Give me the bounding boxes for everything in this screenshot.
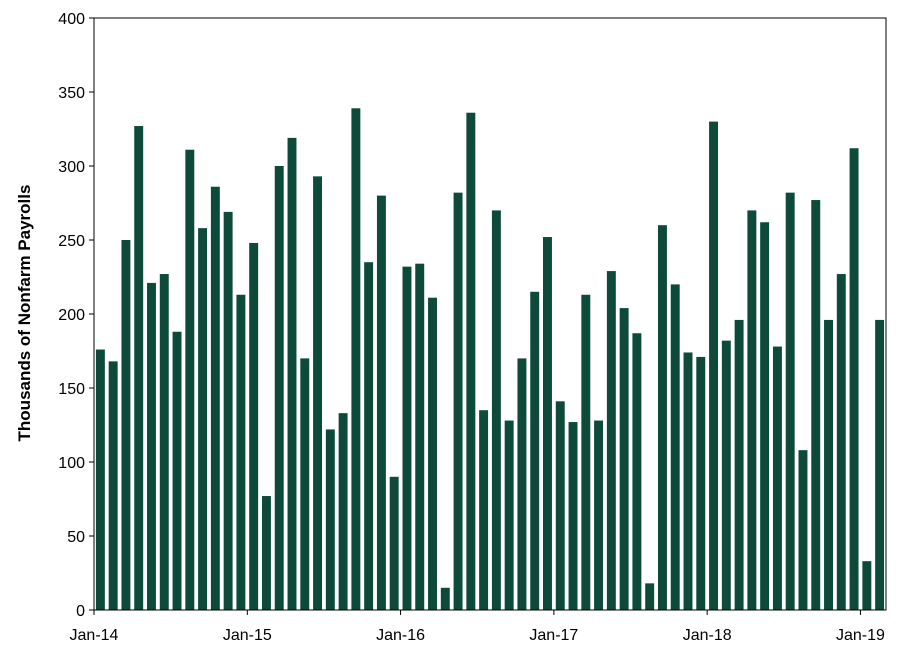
x-tick-label: Jan-18 [683,627,732,644]
x-tick-label: Jan-19 [836,627,885,644]
bar [785,192,795,610]
bar [594,420,604,610]
bar [287,137,297,610]
bar [568,422,578,610]
bar [351,108,361,610]
y-tick-label: 350 [58,85,85,102]
y-tick-label: 250 [58,233,85,250]
bar [147,282,156,610]
bar [249,242,259,610]
bar [159,274,169,610]
bar [415,263,425,610]
bar [824,319,833,610]
bar [402,266,412,610]
x-tick-label: Jan-15 [223,627,272,644]
bar [709,121,719,610]
bar [619,308,629,610]
y-ticks-group: 0 50 100 150 200 250 300 350 400 [58,11,94,620]
bar [389,476,399,610]
bar [657,225,667,610]
bar [504,420,514,610]
bar [772,346,782,610]
bar [338,413,348,610]
bar [836,274,846,610]
bar [606,271,616,610]
bar [581,294,591,610]
bar [95,349,105,610]
bar [453,192,463,610]
bar [466,112,476,610]
y-tick-label: 150 [58,381,85,398]
bar [313,176,323,611]
bar [530,291,540,610]
bar [760,222,770,611]
bar [223,211,233,610]
x-tick-label: Jan-14 [70,627,119,644]
bar [376,195,386,610]
bar [134,126,144,610]
bar [210,186,220,610]
bar [862,561,872,610]
x-ticks-group: Jan-14 Jan-15 Jan-16 Jan-17 Jan-18 Jan-19 [70,610,885,644]
bar [325,429,335,610]
bar [670,284,680,610]
y-tick-label: 400 [58,11,85,28]
y-tick-label: 50 [67,529,85,546]
bar [645,583,655,610]
bar [543,237,552,611]
bar [811,200,821,611]
y-tick-label: 100 [58,455,85,472]
x-tick-label: Jan-16 [376,627,425,644]
bar [875,319,885,610]
bar [108,361,118,610]
y-tick-label: 200 [58,307,85,324]
bar [491,210,501,610]
bar [172,331,182,610]
y-tick-label: 0 [76,603,85,620]
bar [428,297,437,610]
bars-group [95,108,885,611]
bar [364,262,374,610]
bar [734,319,744,610]
bar [696,356,706,610]
bar [798,450,808,610]
y-axis-title: Thousands of Nonfarm Payrolls [15,185,34,442]
bar [261,496,271,610]
bar [683,352,693,610]
x-tick-label: Jan-17 [529,627,578,644]
y-tick-label: 300 [58,159,85,176]
bar [198,228,208,610]
bar [632,333,642,610]
bar [555,401,565,610]
bar [479,410,489,610]
bar [185,149,195,610]
bar [300,358,310,610]
bar [721,340,731,610]
bar [236,294,246,610]
bar [747,210,757,610]
bar [849,148,859,611]
bar [517,358,527,610]
bar [440,587,450,610]
bar [121,240,131,610]
bar [274,166,284,610]
